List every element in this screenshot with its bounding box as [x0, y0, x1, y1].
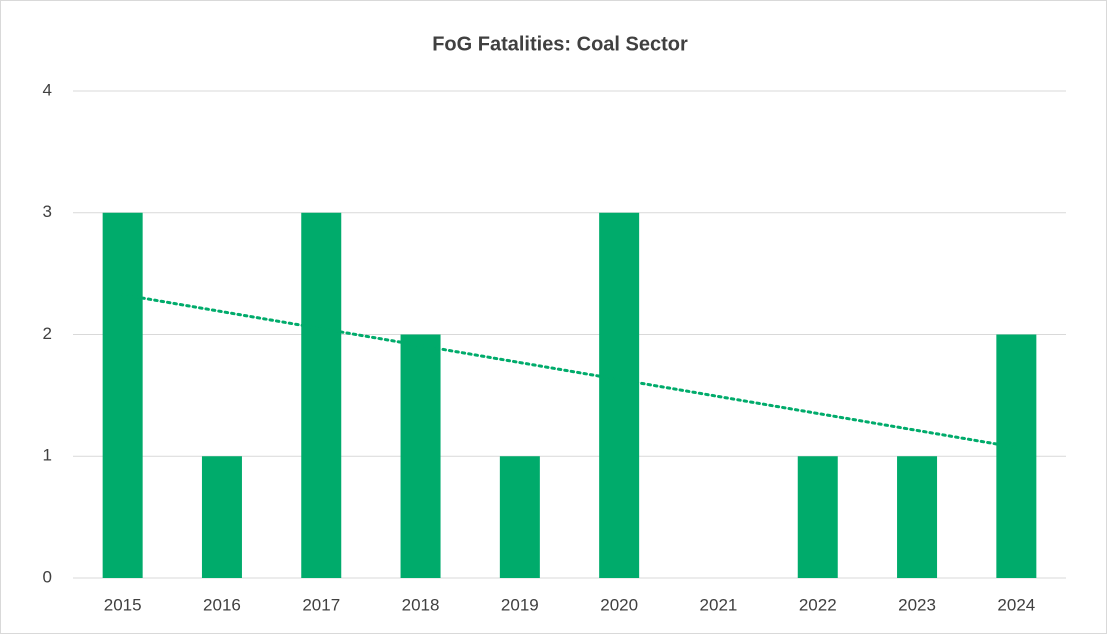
bar [599, 212, 640, 578]
x-tick-label: 2024 [997, 595, 1035, 614]
y-tick-label: 4 [43, 80, 52, 99]
x-tick-label: 2023 [898, 595, 936, 614]
trendline [121, 293, 1018, 449]
bar [201, 456, 242, 578]
y-tick-label: 2 [43, 324, 52, 343]
x-tick-label: 2019 [501, 595, 539, 614]
x-tick-label: 2020 [600, 595, 638, 614]
chart-title: FoG Fatalities: Coal Sector [432, 33, 688, 55]
bar [996, 334, 1037, 578]
y-tick-label: 1 [43, 446, 52, 465]
y-tick-label: 0 [43, 567, 52, 586]
x-tick-label: 2018 [402, 595, 440, 614]
x-tick-label: 2017 [302, 595, 340, 614]
bar [102, 212, 143, 578]
bar [797, 456, 838, 578]
x-tick-label: 2015 [104, 595, 142, 614]
bar [400, 334, 441, 578]
x-tick-label: 2016 [203, 595, 241, 614]
y-tick-label: 3 [43, 202, 52, 221]
bar [897, 456, 938, 578]
bar [499, 456, 540, 578]
bar [301, 212, 342, 578]
x-tick-label: 2022 [799, 595, 837, 614]
x-tick-label: 2021 [700, 595, 738, 614]
